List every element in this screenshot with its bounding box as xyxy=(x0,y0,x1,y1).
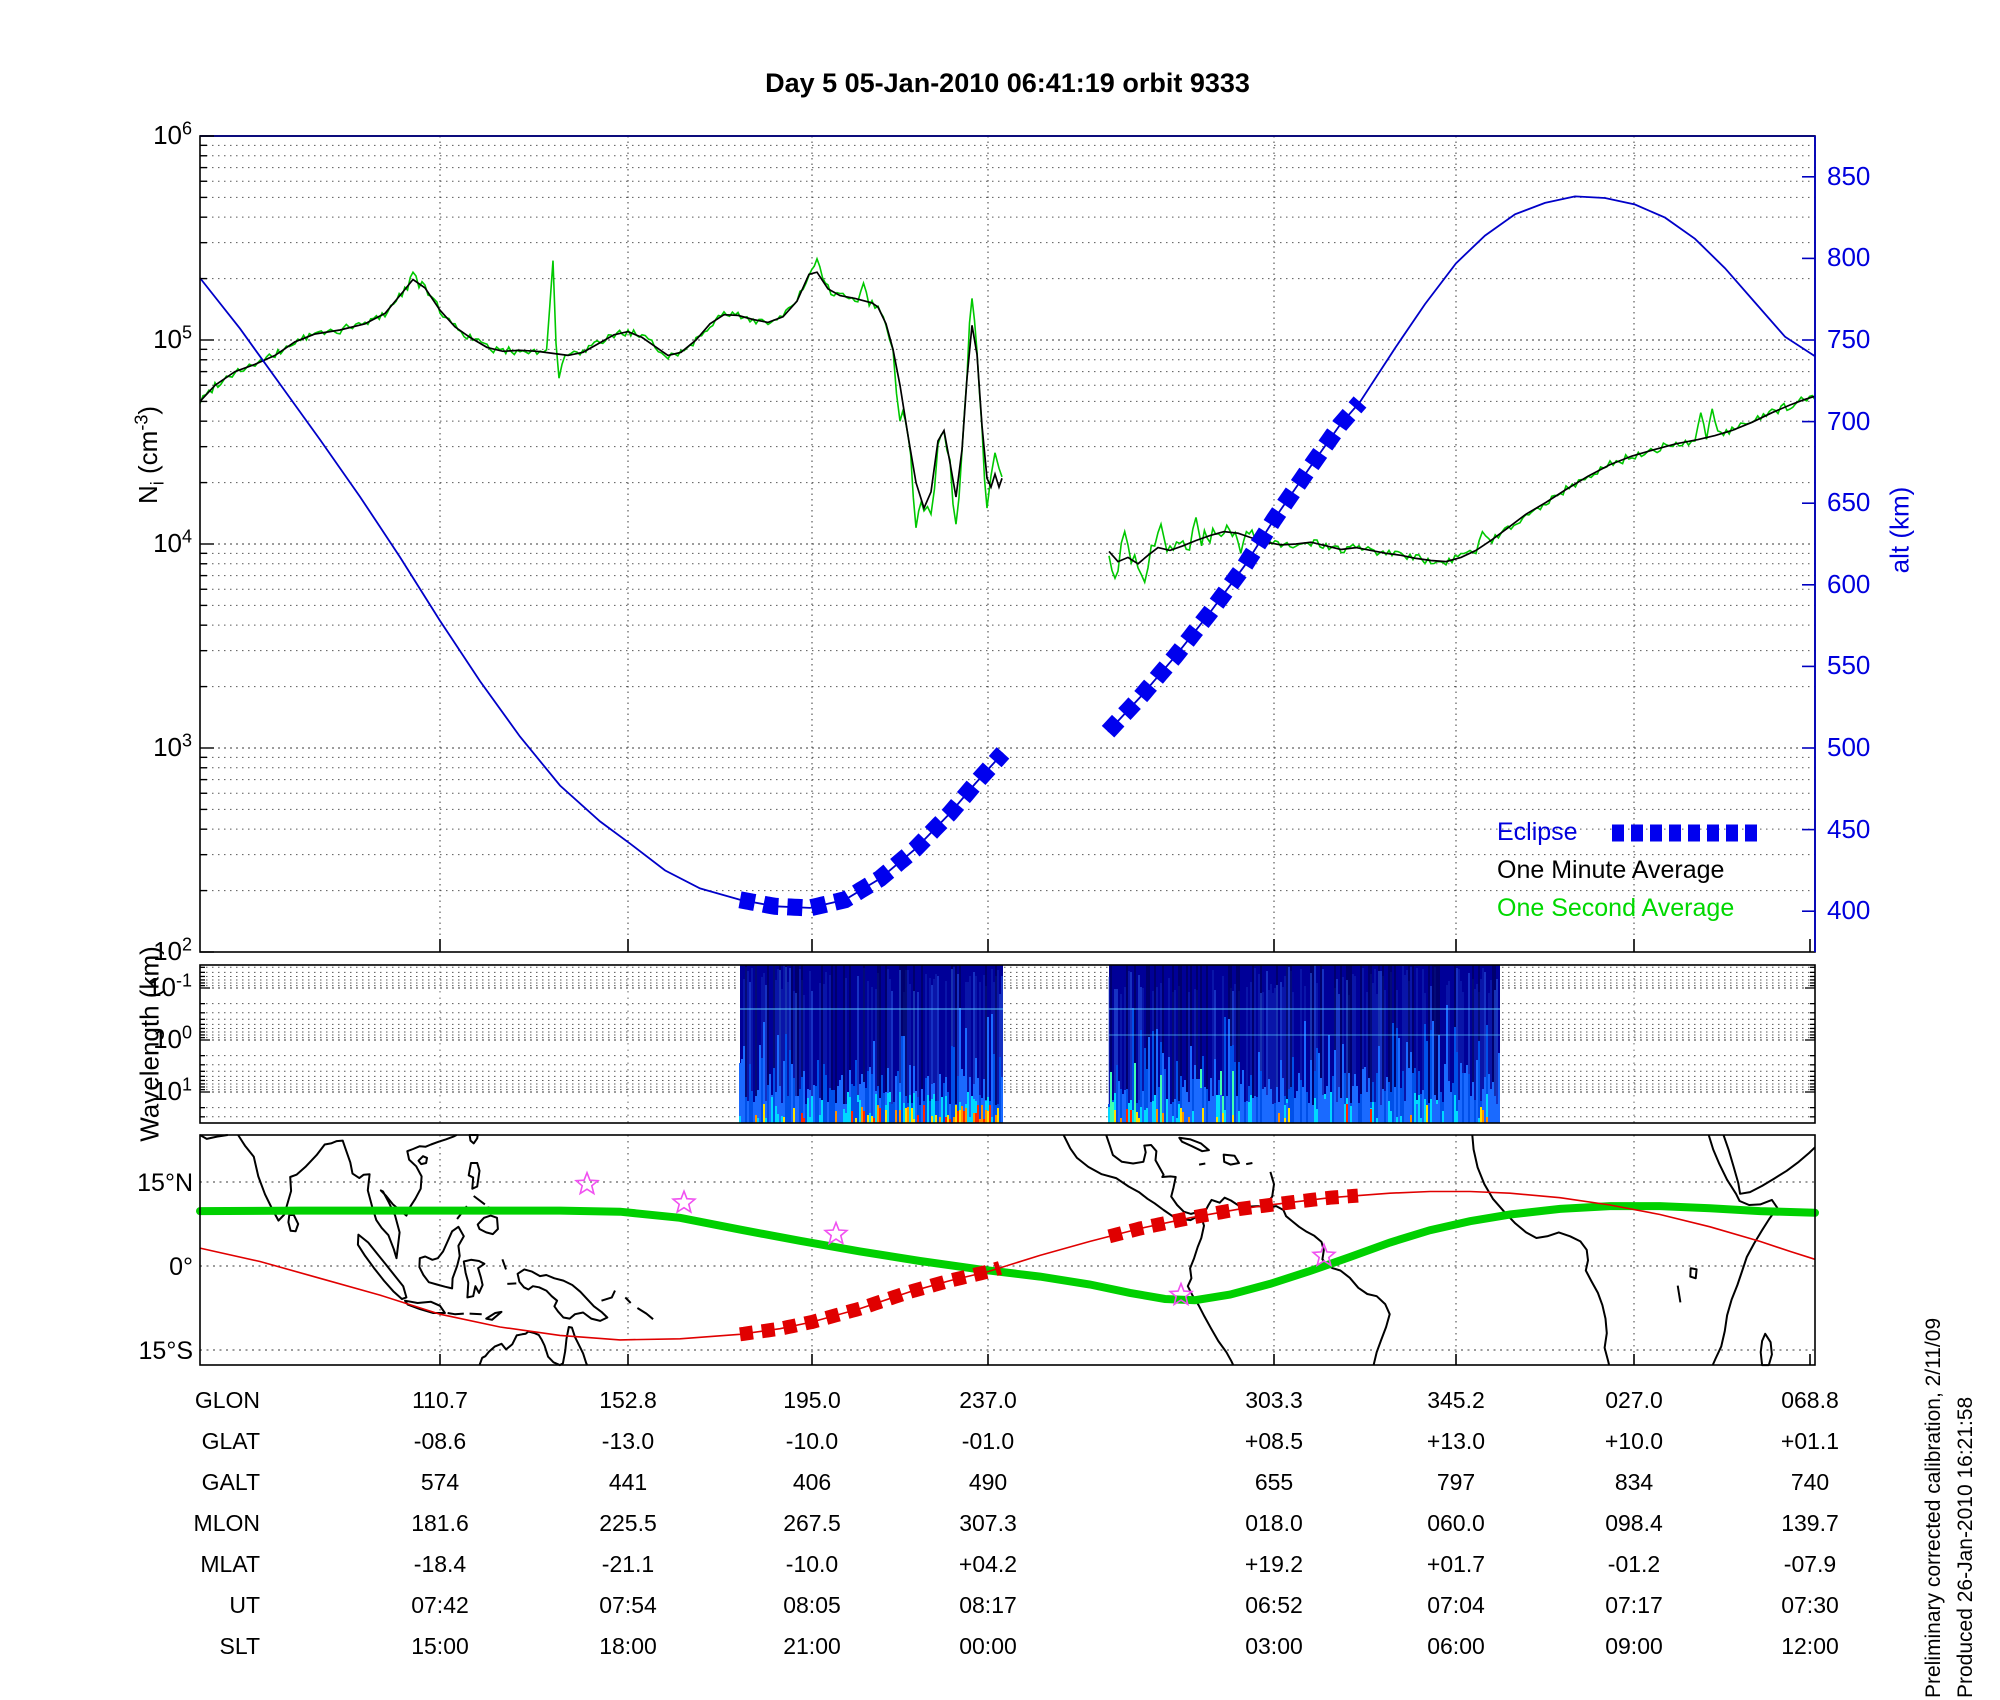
ni-tick-label: 106 xyxy=(153,118,192,150)
map-tick-15s: 15°S xyxy=(138,1337,193,1365)
table-cell: +10.0 xyxy=(1604,1428,1664,1454)
table-cell: 110.7 xyxy=(412,1387,468,1413)
table-row-label: GALT xyxy=(201,1469,260,1495)
table-cell: +01.1 xyxy=(1780,1428,1840,1454)
wavelength-tick-label: 100 xyxy=(153,1022,192,1054)
ni-tick-label: 103 xyxy=(153,730,192,762)
table-row-label: SLT xyxy=(219,1633,260,1659)
legend-eclipse-label: Eclipse xyxy=(1497,818,1578,846)
table-cell: 152.8 xyxy=(599,1387,657,1413)
alt-tick-label: 550 xyxy=(1827,650,1871,681)
table-cell: 797 xyxy=(1436,1469,1476,1495)
table-row-label: MLON xyxy=(193,1510,260,1536)
ni-tick-label: 105 xyxy=(153,322,192,354)
table-cell: +01.7 xyxy=(1426,1551,1486,1577)
table-cell: 06:52 xyxy=(1245,1592,1303,1618)
table-cell: 740 xyxy=(1790,1469,1830,1495)
table-cell: +08.5 xyxy=(1244,1428,1304,1454)
table-cell: 07:30 xyxy=(1781,1592,1839,1618)
legend-one-minute-label: One Minute Average xyxy=(1497,856,1725,884)
table-cell: 12:00 xyxy=(1781,1633,1839,1659)
table-cell: 07:04 xyxy=(1427,1592,1485,1618)
table-cell: 21:00 xyxy=(783,1633,841,1659)
alt-tick-label: 450 xyxy=(1827,813,1871,844)
footer-line1: Preliminary corrected calibration, 2/11/… xyxy=(1922,1317,1945,1698)
table-cell: 03:00 xyxy=(1245,1633,1303,1659)
table-row-label: UT xyxy=(229,1592,260,1618)
table-cell: 307.3 xyxy=(959,1510,1017,1536)
table-cell: -18.4 xyxy=(413,1551,467,1577)
table-cell: 834 xyxy=(1614,1469,1654,1495)
table-cell: 195.0 xyxy=(783,1387,841,1413)
wavelength-tick-label: 101 xyxy=(153,1074,192,1106)
table-cell: 181.6 xyxy=(411,1510,469,1536)
table-cell: 068.8 xyxy=(1781,1387,1839,1413)
map-tick-15n: 15°N xyxy=(137,1169,193,1197)
alt-tick-label: 650 xyxy=(1827,487,1871,518)
table-cell: 07:54 xyxy=(599,1592,657,1618)
table-cell: -01.2 xyxy=(1607,1551,1661,1577)
table-cell: 08:17 xyxy=(959,1592,1017,1618)
table-cell: 237.0 xyxy=(959,1387,1017,1413)
table-cell: 225.5 xyxy=(599,1510,657,1536)
footer-annotation: Preliminary corrected calibration, 2/11/… xyxy=(1918,1318,1982,1698)
ni-tick-label: 102 xyxy=(153,934,192,966)
table-cell: 15:00 xyxy=(411,1633,469,1659)
table-cell: 139.7 xyxy=(1781,1510,1839,1536)
legend-one-second-label: One Second Average xyxy=(1497,894,1735,922)
table-cell: 07:17 xyxy=(1605,1592,1663,1618)
ni-tick-label: 104 xyxy=(153,526,192,558)
table-cell: 345.2 xyxy=(1427,1387,1485,1413)
table-cell: 06:00 xyxy=(1427,1633,1485,1659)
table-cell: 027.0 xyxy=(1605,1387,1663,1413)
alt-tick-label: 750 xyxy=(1827,324,1871,354)
table-cell: 490 xyxy=(968,1469,1008,1495)
table-cell: 07:42 xyxy=(411,1592,469,1618)
table-cell: 098.4 xyxy=(1605,1510,1663,1536)
table-cell: 00:00 xyxy=(959,1633,1017,1659)
alt-tick-label: 850 xyxy=(1827,160,1871,191)
page-title: Day 5 05-Jan-2010 06:41:19 orbit 9333 xyxy=(765,68,1250,98)
alt-tick-label: 600 xyxy=(1827,568,1871,599)
table-cell: -10.0 xyxy=(785,1551,839,1577)
table-cell: -10.0 xyxy=(785,1428,839,1454)
table-cell: 406 xyxy=(792,1469,832,1495)
table-cell: 267.5 xyxy=(783,1510,841,1536)
ni-axis-label: Ni (cm-3) xyxy=(131,405,168,505)
table-cell: 09:00 xyxy=(1605,1633,1663,1659)
table-cell: 18:00 xyxy=(599,1633,657,1659)
alt-tick-label: 500 xyxy=(1827,732,1871,762)
alt-tick-label: 800 xyxy=(1827,242,1871,273)
table-row-label: GLON xyxy=(194,1387,260,1413)
alt-tick-label: 700 xyxy=(1827,405,1871,436)
footer-line2: Produced 26-Jan-2010 16:21:58 xyxy=(1954,1396,1977,1698)
table-cell: +19.2 xyxy=(1244,1551,1304,1577)
table-cell: -07.9 xyxy=(1783,1551,1837,1577)
table-cell: 060.0 xyxy=(1427,1510,1485,1536)
table-cell: -01.0 xyxy=(961,1428,1015,1454)
table-cell: -08.6 xyxy=(413,1428,467,1454)
map-tick-0: 0° xyxy=(169,1253,193,1281)
table-cell: 08:05 xyxy=(783,1592,841,1618)
table-row-label: GLAT xyxy=(201,1428,260,1454)
table-cell: 303.3 xyxy=(1245,1387,1303,1413)
alt-tick-label: 400 xyxy=(1827,895,1871,926)
table-cell: 574 xyxy=(420,1469,460,1495)
table-cell: +04.2 xyxy=(958,1551,1018,1577)
table-cell: +13.0 xyxy=(1426,1428,1486,1454)
wavelength-tick-label: 10-1 xyxy=(147,970,192,1002)
table-row-label: MLAT xyxy=(200,1551,260,1577)
table-cell: 018.0 xyxy=(1245,1510,1303,1536)
table-cell: 441 xyxy=(608,1469,648,1495)
alt-axis-label: alt (km) xyxy=(1884,486,1915,574)
table-cell: -21.1 xyxy=(601,1551,655,1577)
table-cell: -13.0 xyxy=(601,1428,655,1454)
table-cell: 655 xyxy=(1254,1469,1294,1495)
